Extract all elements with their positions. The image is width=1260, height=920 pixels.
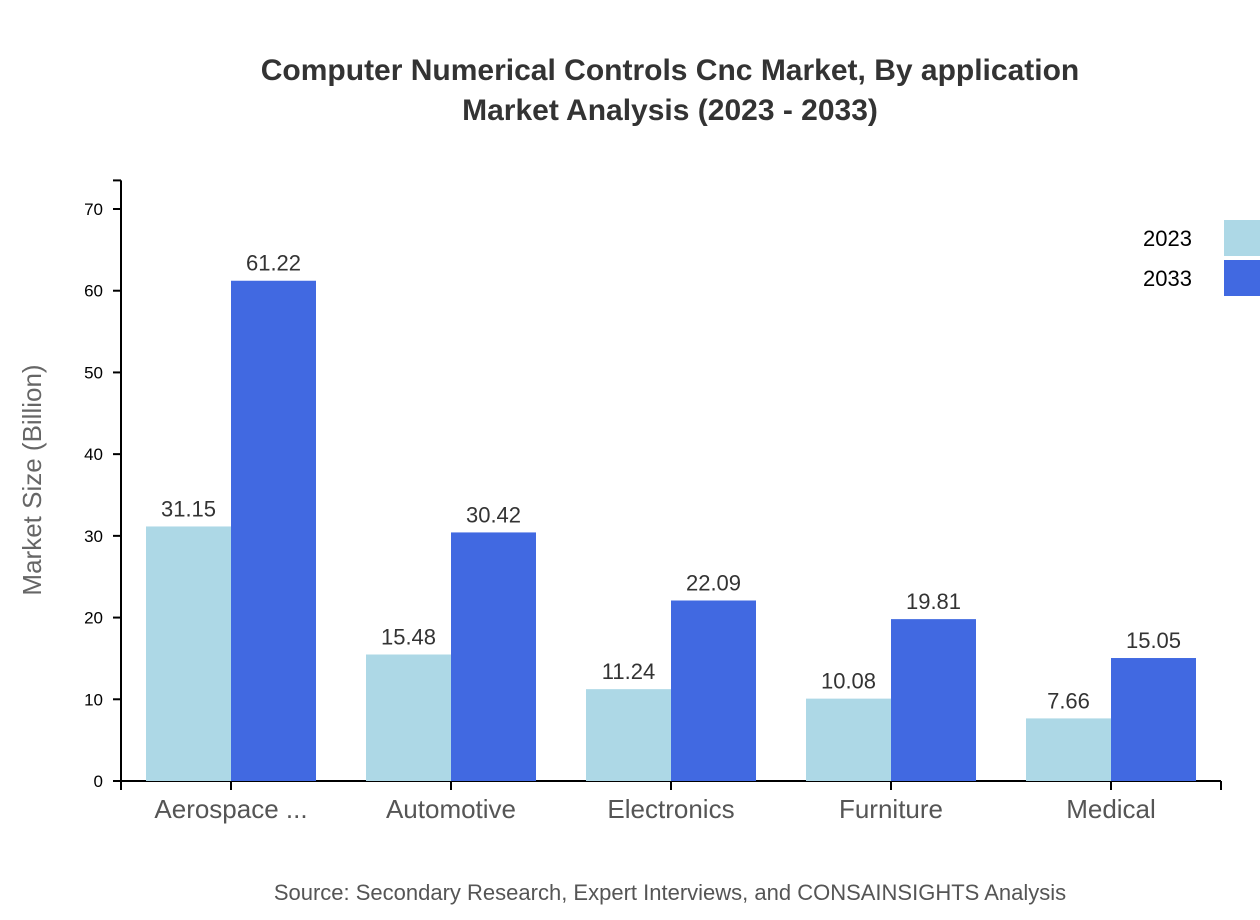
bar-2033 xyxy=(671,600,756,781)
bar-2033 xyxy=(1111,658,1196,781)
chart-title-line-1: Computer Numerical Controls Cnc Market, … xyxy=(261,54,1079,87)
data-label: 15.05 xyxy=(1126,628,1181,653)
data-label: 30.42 xyxy=(466,502,521,527)
x-tick-label: Aerospace ... xyxy=(154,794,307,824)
y-tick-label: 10 xyxy=(84,690,103,709)
bar-2023 xyxy=(1026,718,1111,781)
bar-2023 xyxy=(806,698,891,781)
y-axis-label: Market Size (Billion) xyxy=(17,364,47,595)
source-note: Source: Secondary Research, Expert Inter… xyxy=(274,880,1066,905)
bar-2033 xyxy=(231,280,316,781)
y-tick-label: 70 xyxy=(84,200,103,219)
data-label: 7.66 xyxy=(1047,688,1090,713)
data-label: 15.48 xyxy=(381,625,436,650)
bar-2023 xyxy=(366,654,451,781)
bar-2023 xyxy=(146,526,231,781)
legend-swatch-2023 xyxy=(1224,220,1260,256)
data-label: 61.22 xyxy=(246,251,301,276)
data-label: 22.09 xyxy=(686,570,741,595)
y-tick-label: 20 xyxy=(84,609,103,628)
x-tick-label: Furniture xyxy=(839,794,943,824)
y-tick-label: 0 xyxy=(94,772,103,791)
data-label: 19.81 xyxy=(906,589,961,614)
y-tick-label: 50 xyxy=(84,363,103,382)
y-tick-label: 40 xyxy=(84,445,103,464)
x-tick-label: Medical xyxy=(1066,794,1156,824)
data-label: 10.08 xyxy=(821,669,876,694)
chart-title-line-2: Market Analysis (2023 - 2033) xyxy=(462,94,878,127)
x-tick-label: Electronics xyxy=(607,794,734,824)
legend-label: 2033 xyxy=(1143,266,1192,291)
data-label: 31.15 xyxy=(161,496,216,521)
y-tick-label: 60 xyxy=(84,282,103,301)
bar-2023 xyxy=(586,689,671,781)
x-tick-label: Automotive xyxy=(386,794,516,824)
bar-2033 xyxy=(451,532,536,781)
legend-label: 2023 xyxy=(1143,226,1192,251)
data-label: 11.24 xyxy=(602,659,655,684)
bar-2033 xyxy=(891,619,976,781)
legend-swatch-2033 xyxy=(1224,260,1260,296)
y-tick-label: 30 xyxy=(84,527,103,546)
